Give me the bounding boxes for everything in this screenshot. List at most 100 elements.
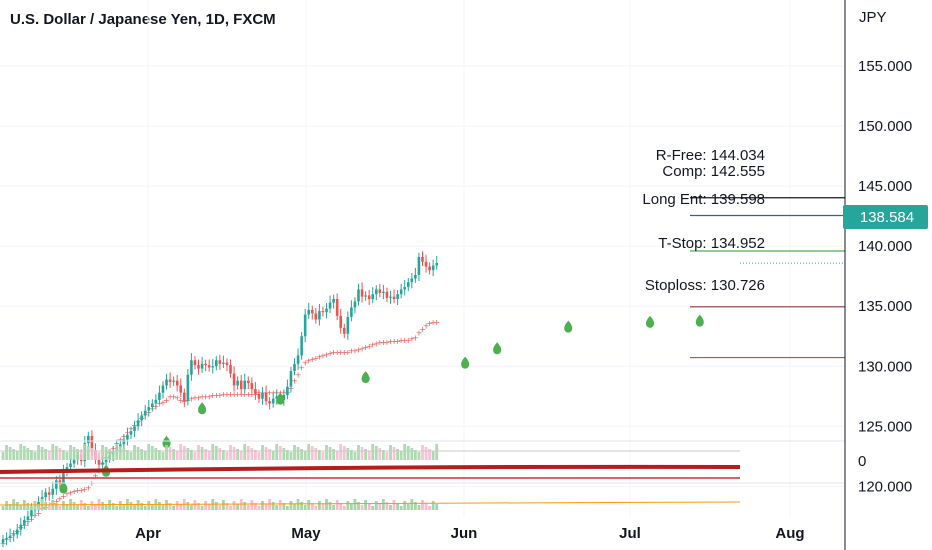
trailing-stop-point: + [220, 390, 227, 399]
volume-bar-lower [193, 500, 197, 510]
candle-body [303, 314, 307, 337]
volume-bar [211, 444, 215, 460]
trailing-stop-point: + [206, 392, 213, 401]
volume-bar-lower [342, 506, 346, 510]
volume-bar [51, 444, 55, 460]
volume-bar [40, 447, 44, 460]
candle-body [353, 301, 357, 308]
candle-body [328, 302, 332, 309]
volume-bar-lower [147, 501, 151, 510]
candle-body [332, 299, 335, 303]
volume-bar [428, 449, 431, 460]
volume-bar-lower [317, 501, 321, 510]
volume-bar [424, 447, 428, 460]
volume-bar-lower [122, 504, 126, 510]
volume-bar-lower [307, 500, 311, 510]
volume-bar-lower [65, 504, 69, 510]
y-tick-label: 145.000 [858, 178, 912, 195]
current-price-tag: 138.584 [843, 205, 928, 229]
volume-bar-lower [385, 502, 389, 510]
trailing-stop-point: + [227, 390, 234, 399]
volume-bar [222, 450, 225, 460]
time-axis[interactable]: Apr May Jun Jul Aug [135, 525, 805, 542]
volume-bar [396, 449, 400, 460]
volume-bar-lower [278, 500, 282, 510]
volume-bar-lower [286, 506, 289, 510]
trailing-stop-point: + [423, 321, 430, 330]
trailing-stop-point: + [384, 338, 391, 347]
trailing-stop-point: + [234, 390, 241, 399]
volume-bar-lower [133, 505, 136, 510]
candle-body [151, 403, 154, 408]
trailing-stop-point: + [302, 359, 309, 368]
volume-bar [129, 452, 133, 460]
trailing-stop-point: + [163, 396, 170, 405]
trailing-stop-point: + [337, 348, 344, 357]
candle-body [318, 311, 321, 320]
trailing-stop-layer: +++++++++++++++++++++ ++++++++++++++ +++ ++… [0, 318, 440, 548]
volume-bar-lower [349, 504, 353, 510]
volume-bar-lower [410, 499, 414, 510]
candle-body [1, 539, 5, 543]
volume-bar-lower [389, 505, 392, 510]
volume-bar-lower [101, 502, 104, 510]
x-tick-label: Jun [451, 525, 478, 542]
volume-bar-lower [236, 504, 240, 510]
trailing-stop-point: + [387, 337, 394, 346]
volume-bar [79, 451, 83, 460]
volume-bar-lower [172, 506, 176, 510]
volume-bar [236, 449, 240, 460]
volume-bar [293, 445, 296, 460]
volume-bar [182, 446, 186, 460]
level-label: Comp: 142.555 [662, 163, 765, 180]
volume-bar [307, 444, 311, 460]
volume-bar [197, 445, 200, 460]
candle-body [161, 385, 165, 393]
candle-body [300, 336, 303, 356]
volume-bar [360, 447, 364, 460]
volume-bar-lower [314, 506, 318, 510]
volume-bar [378, 448, 382, 460]
volume-bar [314, 448, 318, 460]
currency-label: JPY [859, 9, 887, 26]
trailing-stop-point: + [369, 341, 376, 350]
candle-body [140, 415, 143, 421]
volume-bar-lower [161, 505, 165, 510]
candle-body [261, 392, 264, 399]
candle-body [239, 380, 243, 390]
candle-body [186, 374, 190, 402]
candle-body [165, 379, 168, 386]
signal-marker [59, 481, 68, 494]
candle-body [431, 265, 435, 271]
volume-bar-lower [83, 503, 87, 510]
indicator-band [0, 464, 741, 474]
candle-body [350, 307, 353, 318]
candle-body [183, 392, 186, 402]
volume-bar [72, 447, 76, 460]
candle-body [378, 289, 382, 294]
volume-bar [69, 445, 72, 460]
volume-bar [133, 445, 136, 460]
trailing-stop-point: + [170, 392, 177, 401]
volume-bar-lower [250, 500, 254, 510]
volume-bar [76, 449, 80, 460]
volume-bar-lower [254, 503, 257, 510]
signal-marker [461, 356, 470, 369]
volume-bar [214, 446, 218, 460]
volume-bar-lower [243, 502, 247, 510]
trailing-stop-point: + [202, 392, 209, 401]
candle-body [257, 393, 261, 399]
volume-bar-lower [300, 502, 304, 510]
candle-body [15, 529, 19, 535]
candle-body [193, 360, 197, 366]
volume-bar [286, 450, 289, 460]
trailing-stop-point: + [188, 395, 195, 404]
x-tick-label: Apr [135, 525, 161, 542]
candle-body [271, 398, 275, 404]
volume-bar-lower [335, 500, 339, 510]
price-axis[interactable]: 155.000 150.000 145.000 140.000 135.000 130.0… [858, 58, 912, 495]
trailing-stop-point: + [330, 348, 337, 357]
volume-bar [175, 451, 179, 460]
signal-marker [564, 320, 573, 333]
